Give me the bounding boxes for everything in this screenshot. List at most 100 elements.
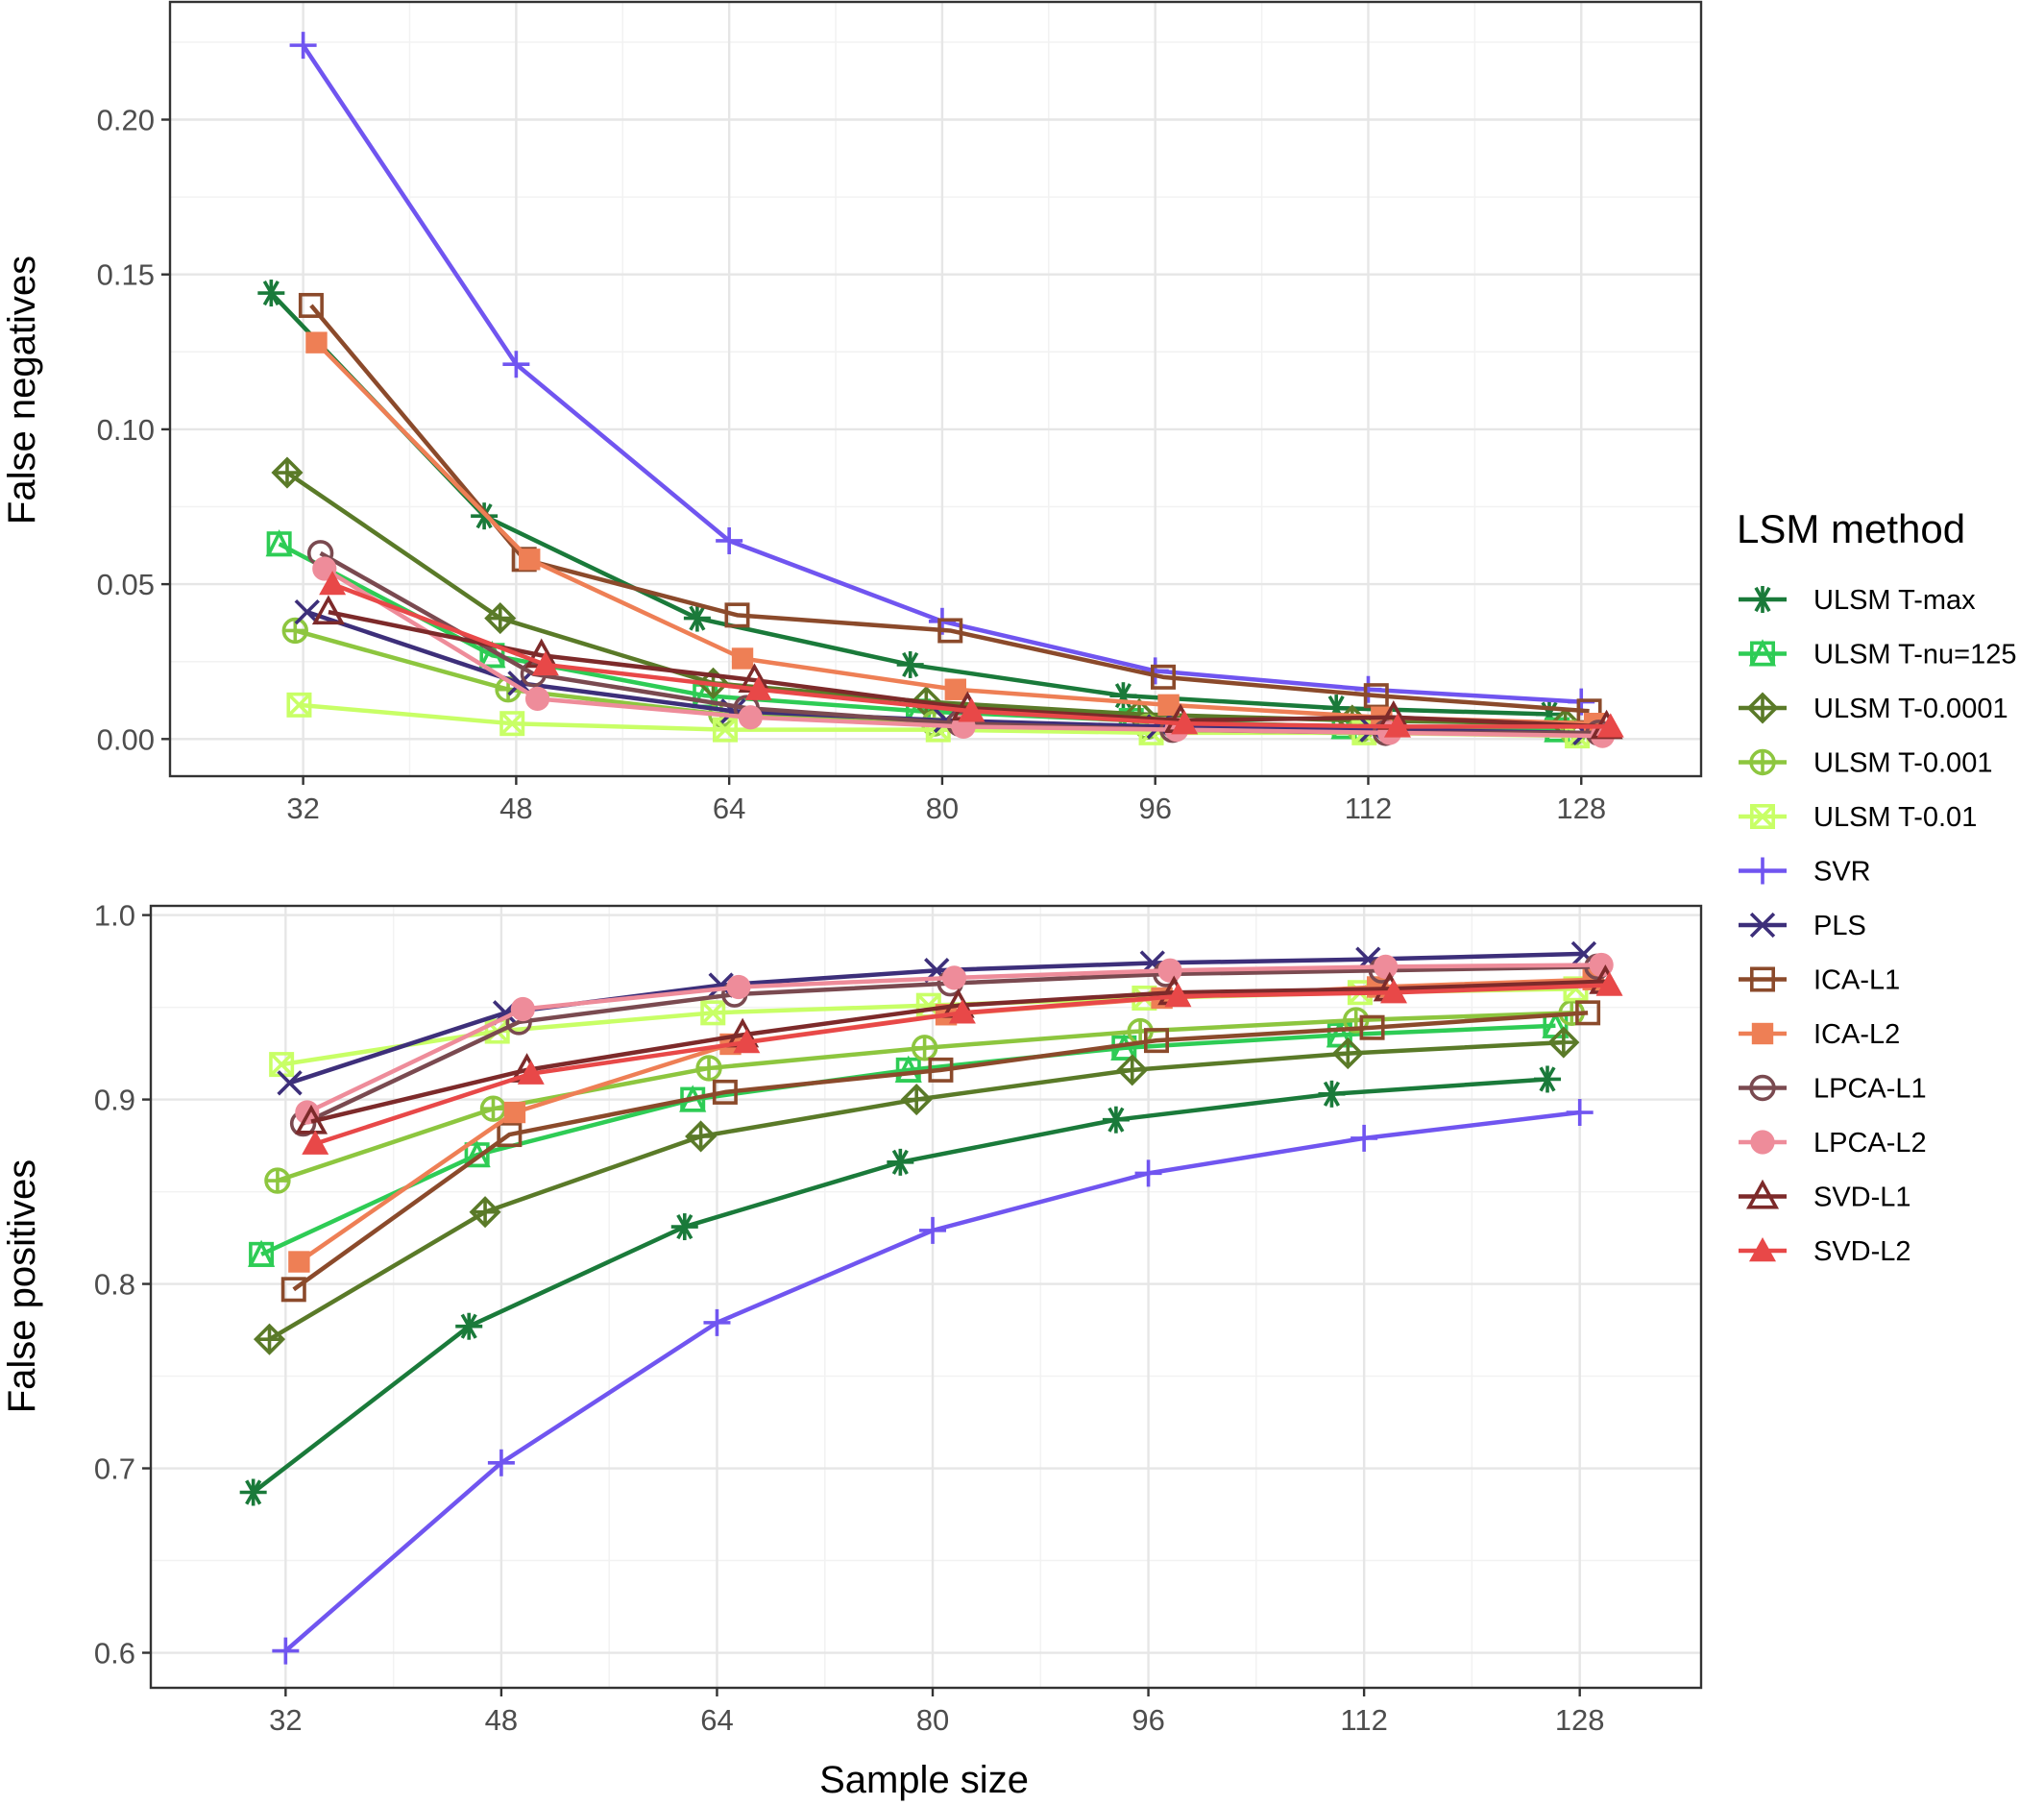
series-line: [260, 1023, 1556, 1256]
series-group: [239, 940, 1623, 1665]
data-point: [487, 1449, 515, 1476]
data-point: [1373, 954, 1399, 979]
legend-title: LSM method: [1737, 506, 1965, 551]
legend-label: ICA-L1: [1813, 965, 1900, 996]
data-point: [695, 1055, 722, 1082]
legend-marker: [1749, 1074, 1776, 1102]
legend-marker: [1750, 966, 1776, 992]
panel-false-positives: 0.6 0.7 0.8 0.9 1.0 32 48 64 80 96 112 128: [94, 899, 1703, 1737]
data-point: [253, 1323, 286, 1355]
data-point: [519, 549, 541, 571]
data-point: [239, 1478, 267, 1506]
series-group: [257, 32, 1624, 749]
data-point: [944, 678, 966, 700]
data-point: [911, 1035, 938, 1061]
data-point: [247, 1239, 276, 1267]
y-tick-label: 0.00: [97, 722, 155, 756]
data-point: [1164, 983, 1192, 1008]
data-point: [937, 618, 963, 644]
data-point: [1157, 694, 1180, 717]
data-point: [277, 1070, 303, 1096]
legend-item-ica-l1: ICA-L1: [1739, 965, 1900, 996]
data-point: [281, 617, 308, 645]
data-point: [1331, 1037, 1364, 1070]
series-svr: [272, 1099, 1594, 1665]
data-point: [896, 650, 924, 678]
data-point: [288, 1251, 310, 1273]
series-svd-l2: [302, 971, 1623, 1155]
legend-label: ULSM T-0.0001: [1813, 694, 2008, 724]
series-ica-l1: [280, 1000, 1601, 1303]
legend-item-ulsm-t-nu-125: ULSM T-nu=125: [1739, 639, 2016, 671]
legend-label: ULSM T-0.001: [1813, 748, 1992, 779]
data-point: [958, 697, 986, 722]
data-point: [1151, 664, 1177, 690]
data-point: [1380, 979, 1408, 1004]
data-point: [524, 686, 550, 712]
legend-item-ica-l2: ICA-L2: [1739, 1019, 1900, 1050]
data-point: [294, 1104, 328, 1134]
y-axis: 0.00 0.05 0.10 0.15 0.20: [97, 104, 170, 756]
y-tick-label: 0.05: [97, 568, 155, 601]
y-axis-title-false-negatives: False negatives: [1, 256, 43, 524]
data-point: [887, 1148, 914, 1176]
legend-label: PLS: [1813, 911, 1866, 941]
legend-item-ulsm-t-0-0001: ULSM T-0.0001: [1739, 692, 2008, 724]
data-point: [726, 974, 751, 1000]
data-point: [499, 711, 525, 737]
data-point: [928, 1057, 954, 1083]
data-point: [286, 692, 312, 718]
data-point: [1134, 1159, 1162, 1187]
x-tick-label: 112: [1340, 1703, 1387, 1737]
data-point: [1359, 1014, 1385, 1040]
data-point: [1116, 1054, 1149, 1086]
y-axis: 0.6 0.7 0.8 0.9 1.0: [94, 899, 151, 1671]
data-point: [670, 1213, 698, 1241]
data-point: [700, 1000, 726, 1026]
data-point: [1383, 713, 1411, 738]
x-tick-label: 32: [286, 792, 319, 825]
data-point: [733, 1029, 761, 1054]
y-tick-label: 0.8: [94, 1268, 135, 1302]
data-point: [257, 280, 285, 307]
x-tick-label: 96: [1138, 792, 1171, 825]
data-point: [683, 604, 711, 632]
y-tick-label: 0.10: [97, 413, 155, 447]
data-point: [724, 602, 750, 628]
data-point: [517, 1060, 545, 1085]
x-tick-label: 96: [1132, 1703, 1164, 1737]
legend-label: ULSM T-max: [1813, 585, 1976, 616]
legend-marker: [1749, 748, 1776, 776]
y-tick-label: 0.6: [94, 1637, 135, 1671]
data-point: [298, 292, 324, 318]
legend-marker: [1748, 639, 1777, 667]
data-point: [289, 32, 317, 60]
legend-marker: [1751, 1022, 1774, 1045]
data-point: [497, 1122, 523, 1148]
data-point: [1595, 971, 1623, 996]
legend-marker: [1749, 857, 1776, 885]
legend-item-pls: PLS: [1739, 911, 1866, 941]
data-point: [302, 1130, 329, 1155]
data-point: [731, 647, 754, 670]
legend-item-svd-l1: SVD-L1: [1739, 1179, 1911, 1213]
series-ulsm-t-max: [239, 1065, 1562, 1506]
legend-label: ULSM T-nu=125: [1813, 640, 2016, 671]
legend-item-svr: SVR: [1739, 857, 1871, 888]
data-point: [744, 675, 772, 700]
legend-marker: [1750, 1130, 1775, 1155]
data-point: [1141, 657, 1169, 685]
x-tick-label: 80: [916, 1703, 949, 1737]
data-point: [1350, 1124, 1378, 1152]
x-axis: 32 48 64 80 96 112 128: [286, 776, 1606, 825]
data-point: [900, 1084, 933, 1116]
series-ulsm-t-0-0001: [253, 1026, 1580, 1355]
legend-label: ICA-L2: [1813, 1019, 1900, 1050]
data-point: [280, 1277, 306, 1303]
data-point: [1596, 713, 1624, 738]
x-tick-label: 128: [1555, 1703, 1605, 1737]
y-tick-label: 0.9: [94, 1084, 135, 1117]
legend-item-ulsm-t-max: ULSM T-max: [1739, 585, 1976, 616]
